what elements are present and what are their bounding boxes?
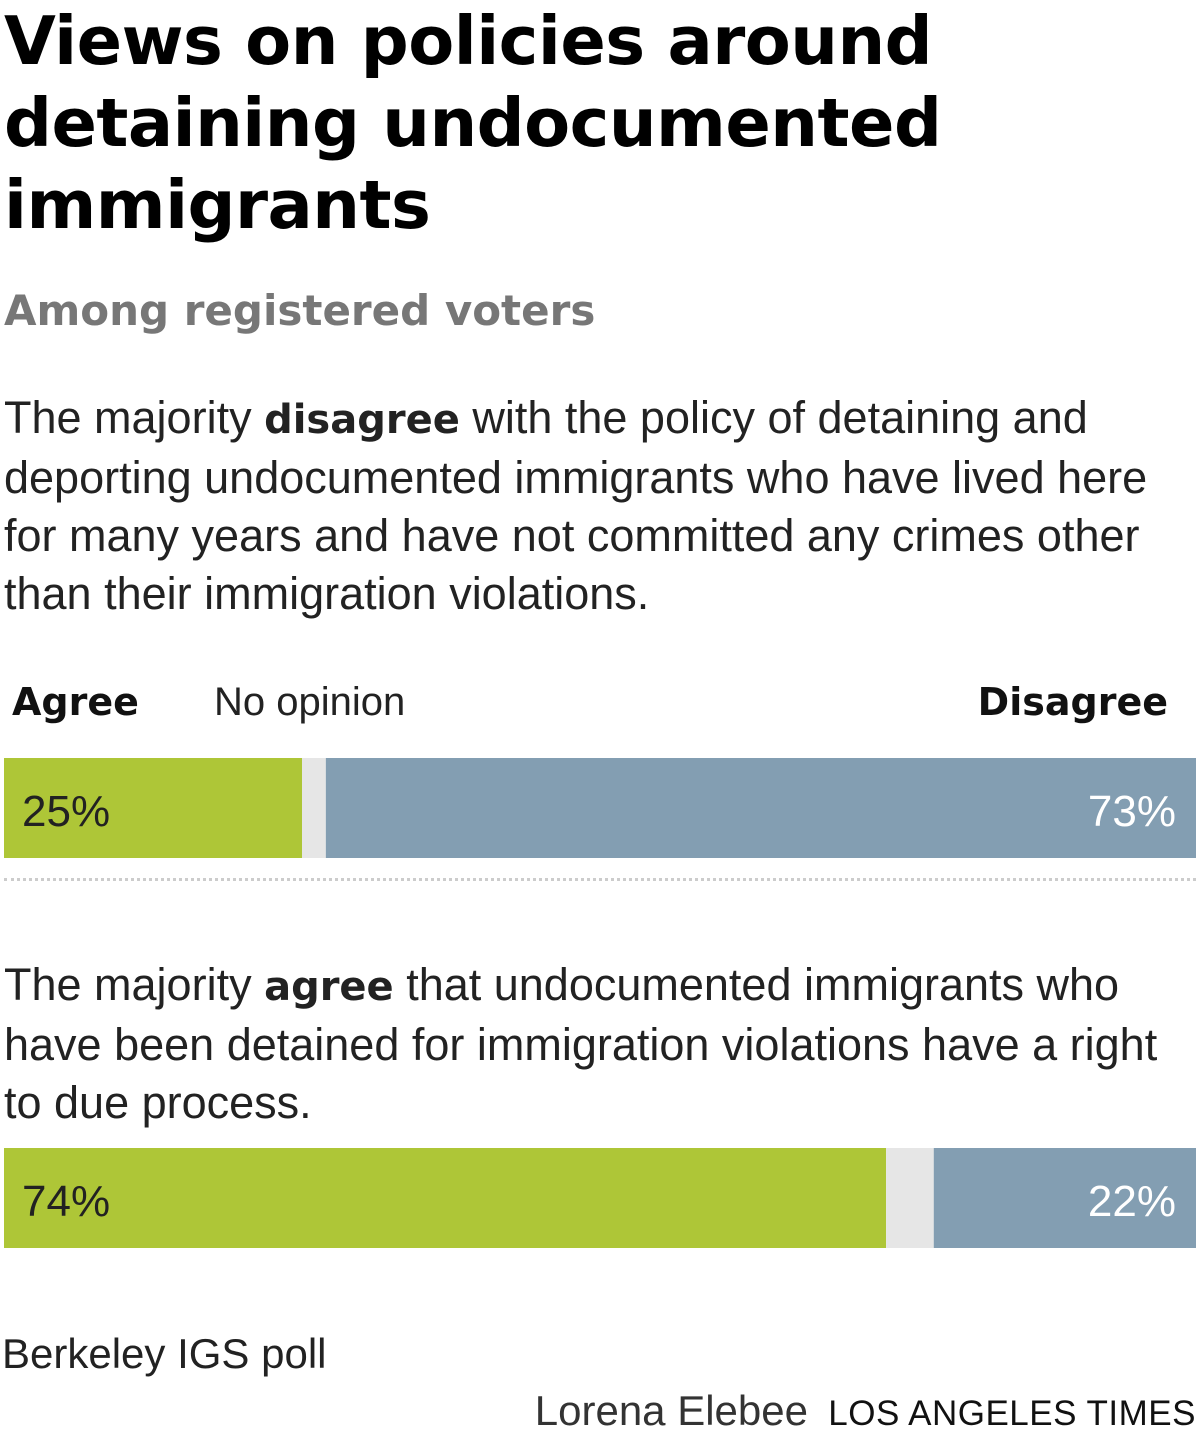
- legend-agree: Agree: [12, 680, 139, 724]
- question-1-text: The majority disagree with the policy of…: [4, 392, 1148, 619]
- bar-disagree-2: [933, 1148, 1196, 1248]
- bar-no-opinion-2: [886, 1148, 934, 1248]
- legend-disagree: Disagree: [977, 680, 1168, 724]
- question-1-emphasis: disagree: [264, 397, 460, 443]
- graphic-credit: Lorena Elebee: [534, 1387, 808, 1434]
- data-label-disagree-1: 73%: [1088, 787, 1176, 836]
- question-2-emphasis: agree: [264, 964, 394, 1010]
- section-divider: [4, 878, 1196, 881]
- bar-agree-2: [4, 1148, 887, 1248]
- bar-row-2: 74% 22%: [4, 1148, 1196, 1248]
- bar-row-1: 25% 73%: [4, 758, 1197, 858]
- data-label-agree-1: 25%: [22, 787, 110, 836]
- source-note: Berkeley IGS poll: [2, 1330, 327, 1377]
- bar-no-opinion-1: [302, 758, 326, 858]
- legend-no-opinion: No opinion: [214, 680, 406, 724]
- question-2-text: The majority agree that undocumented imm…: [4, 959, 1158, 1128]
- publisher-logo: LOS ANGELES TIMES: [828, 1394, 1196, 1433]
- chart-title: Views on policies around detaining undoc…: [4, 2, 942, 244]
- bar-disagree-1: [325, 758, 1197, 858]
- bar-agree-1: [4, 758, 302, 858]
- data-label-agree-2: 74%: [22, 1177, 110, 1226]
- chart-subtitle: Among registered voters: [4, 286, 596, 335]
- data-label-disagree-2: 22%: [1088, 1177, 1176, 1226]
